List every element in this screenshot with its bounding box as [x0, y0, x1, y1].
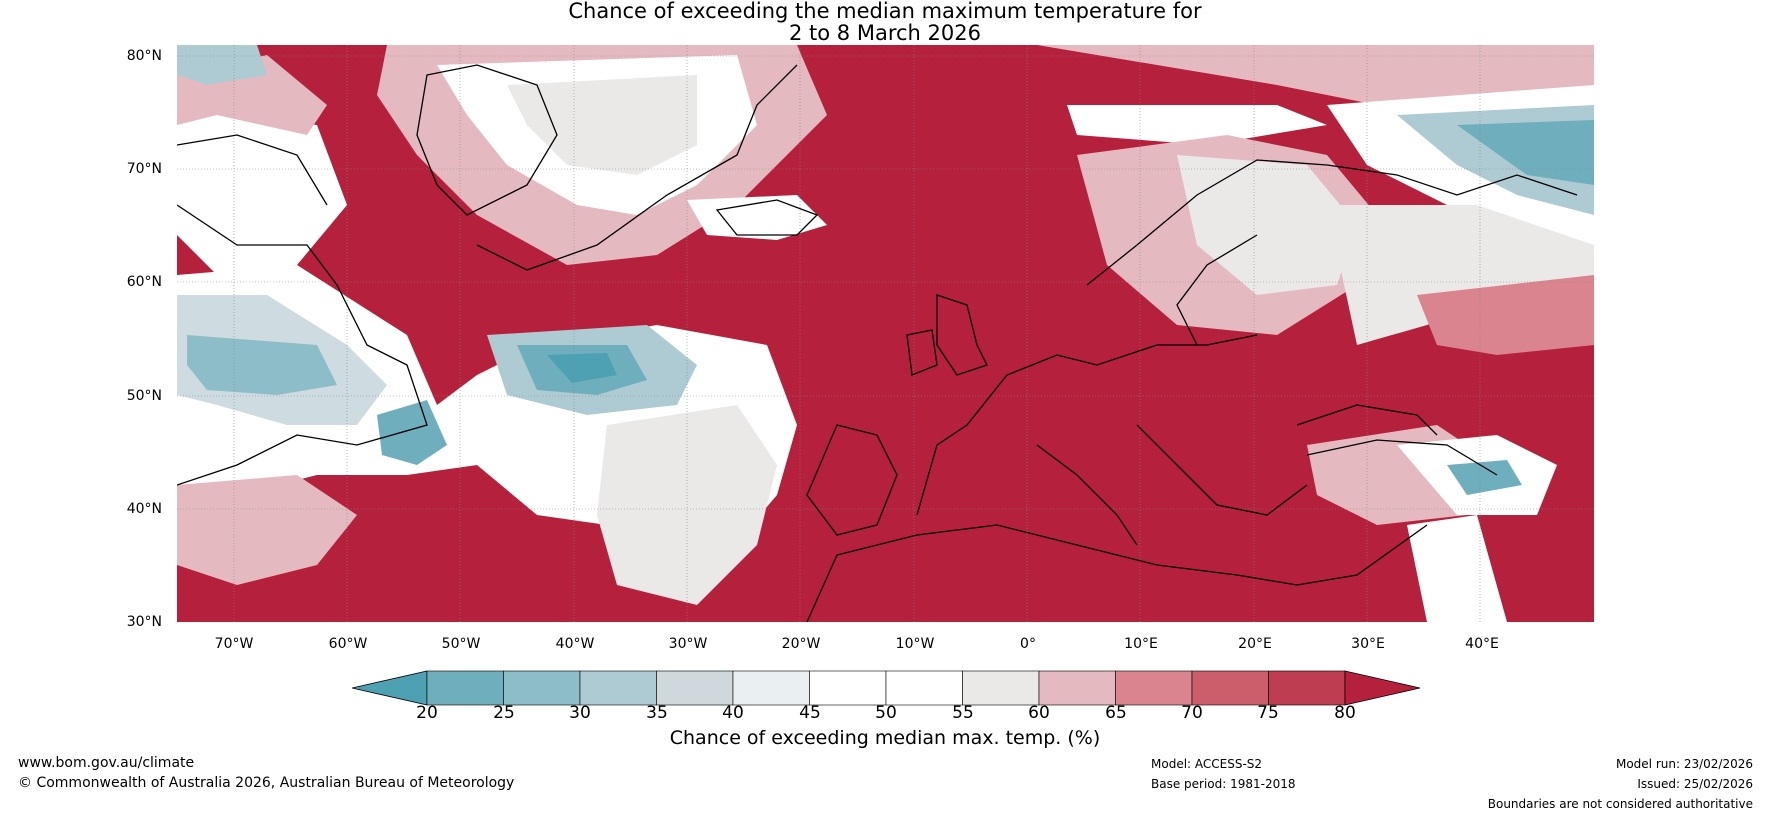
colorbar: [352, 670, 1420, 706]
colorbar-extend-low: [352, 670, 428, 706]
lon-label-20e: 20°E: [1238, 636, 1272, 652]
coast-iceland: [715, 199, 819, 236]
coast-ireland: [906, 329, 938, 376]
colorbar-bin-5: [732, 670, 810, 706]
colorbar-tick-30: 30: [569, 703, 591, 723]
lon-label-0: 0°: [1020, 636, 1036, 652]
region-canada-north: [177, 105, 347, 275]
colorbar-tick-55: 55: [952, 703, 974, 723]
region-greenland-slight: [507, 75, 697, 175]
colorbar-bin-9: [1038, 670, 1116, 706]
region-mid-atlantic-core: [547, 353, 617, 383]
coast-europe: [916, 334, 1258, 516]
region-cabot-cool: [377, 400, 447, 465]
region-sw-pink: [177, 475, 357, 585]
region-finland-neutral: [1177, 155, 1357, 295]
colorbar-tick-50: 50: [875, 703, 897, 723]
colorbar-bin-2: [503, 670, 581, 706]
probability-map: [177, 45, 1594, 622]
lon-label-30e: 30°E: [1351, 636, 1385, 652]
colorbar-bin-4: [656, 670, 734, 706]
colorbar-bin-6: [809, 670, 887, 706]
region-russia-pink: [1417, 275, 1594, 355]
colorbar-tick-45: 45: [799, 703, 821, 723]
coast-norway: [1086, 159, 1328, 286]
colorbar-extend-high: [1344, 670, 1420, 706]
colorbar-bin-7: [885, 670, 963, 706]
lon-label-60w: 60°W: [328, 636, 368, 652]
coast-africa: [806, 524, 1428, 622]
footer-base-period: Base period: 1981-2018: [1151, 777, 1296, 791]
colorbar-bin-1: [426, 670, 504, 706]
coast-turkey: [1306, 439, 1498, 476]
region-russia-neutral: [1327, 205, 1594, 345]
colorbar-tick-20: 20: [416, 703, 438, 723]
region-canada-cool: [177, 45, 267, 85]
colorbar-tick-65: 65: [1105, 703, 1127, 723]
lon-label-70w: 70°W: [214, 636, 254, 652]
footer-issued: Issued: 25/02/2026: [1637, 777, 1753, 791]
coast-russia-north: [1326, 164, 1578, 196]
lat-label-40n: 40°N: [126, 501, 162, 517]
map-title-line2: 2 to 8 March 2026: [789, 21, 981, 45]
coast-black-sea: [1296, 404, 1438, 436]
coast-britain: [936, 294, 988, 376]
region-caucasus-cool: [1447, 460, 1522, 495]
lon-label-30w: 30°W: [668, 636, 708, 652]
region-northeast-core: [1457, 120, 1594, 185]
coast-greenland-east: [476, 64, 798, 271]
colorbar-bin-8: [962, 670, 1040, 706]
lat-label-60n: 60°N: [126, 274, 162, 290]
region-nw-atlantic-cool: [187, 335, 337, 395]
colorbar-bin-3: [579, 670, 657, 706]
lon-label-50w: 50°W: [441, 636, 481, 652]
colorbar-bin-10: [1115, 670, 1193, 706]
coast-italy: [1036, 444, 1138, 546]
lon-label-10e: 10°E: [1124, 636, 1158, 652]
region-svalbard-white: [1067, 105, 1327, 145]
lat-label-70n: 70°N: [126, 161, 162, 177]
colorbar-tick-70: 70: [1181, 703, 1203, 723]
lon-label-40e: 40°E: [1465, 636, 1499, 652]
coast-iberia: [806, 424, 898, 536]
lon-label-10w: 10°W: [895, 636, 935, 652]
colorbar-tick-80: 80: [1334, 703, 1356, 723]
footer-disclaimer: Boundaries are not considered authoritat…: [1487, 797, 1753, 811]
colorbar-bin-11: [1191, 670, 1269, 706]
footer-url: www.bom.gov.au/climate: [18, 755, 195, 771]
coast-baffin: [177, 134, 328, 206]
lon-label-20w: 20°W: [781, 636, 821, 652]
colorbar-tick-40: 40: [722, 703, 744, 723]
colorbar-bin-12: [1268, 670, 1346, 706]
lat-label-50n: 50°N: [126, 388, 162, 404]
coast-balkans: [1136, 424, 1308, 516]
coast-canada: [177, 204, 428, 486]
lat-label-80n: 80°N: [126, 48, 162, 64]
lon-label-40w: 40°W: [555, 636, 595, 652]
coast-greenland: [416, 64, 558, 216]
coast-sweden: [1176, 234, 1258, 346]
footer-model: Model: ACCESS-S2: [1151, 757, 1263, 771]
footer-model-run: Model run: 23/02/2026: [1615, 757, 1753, 771]
colorbar-tick-75: 75: [1257, 703, 1279, 723]
colorbar-tick-35: 35: [646, 703, 668, 723]
region-levant-neutral: [1407, 515, 1507, 622]
lat-label-30n: 30°N: [126, 614, 162, 630]
colorbar-label: Chance of exceeding median max. temp. (%…: [669, 727, 1101, 749]
footer-copyright: © Commonwealth of Australia 2026, Austra…: [18, 775, 515, 791]
map-title-line1: Chance of exceeding the median maximum t…: [568, 0, 1202, 23]
colorbar-tick-25: 25: [493, 703, 515, 723]
colorbar-tick-60: 60: [1028, 703, 1050, 723]
coastlines: [177, 64, 1578, 622]
